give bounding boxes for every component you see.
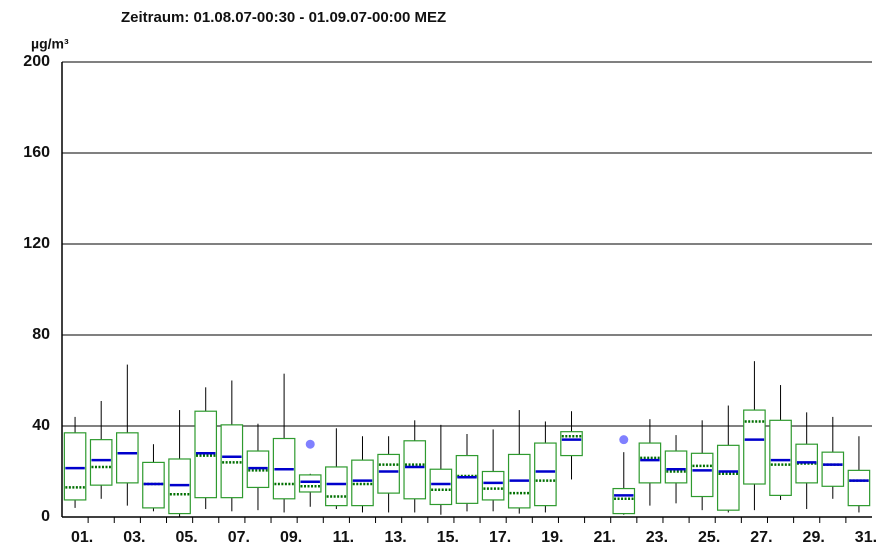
x-tick-label: 01.	[71, 529, 93, 546]
box	[298, 474, 322, 493]
x-tick-label: 29.	[803, 529, 825, 546]
y-tick-label: 200	[23, 53, 50, 70]
x-tick-label: 03.	[123, 529, 145, 546]
x-tick-label: 23.	[646, 529, 668, 546]
box	[690, 452, 714, 498]
box	[664, 450, 688, 484]
box	[89, 439, 113, 486]
box	[638, 442, 662, 484]
box	[534, 442, 557, 507]
x-tick-label: 13.	[384, 529, 406, 546]
outlier	[619, 435, 629, 445]
y-axis-unit: µg/m³	[31, 36, 69, 52]
box	[377, 453, 400, 494]
x-tick-label: 31.	[855, 529, 877, 546]
box	[847, 469, 871, 507]
outlier	[305, 439, 315, 449]
x-tick-label: 27.	[750, 529, 772, 546]
box	[403, 440, 427, 500]
x-tick-label: 07.	[228, 529, 250, 546]
x-tick-label: 09.	[280, 529, 302, 546]
x-tick-label: 17.	[489, 529, 511, 546]
box	[455, 454, 479, 504]
x-tick-label: 15.	[437, 529, 459, 546]
y-tick-label: 40	[32, 417, 50, 434]
box	[220, 424, 244, 499]
y-tick-label: 120	[23, 235, 50, 252]
box	[429, 468, 453, 506]
x-tick-label: 11.	[333, 529, 354, 546]
box	[821, 451, 845, 487]
box	[612, 487, 636, 515]
box	[63, 432, 87, 501]
box	[325, 466, 348, 507]
y-tick-label: 160	[23, 144, 50, 161]
y-tick-label: 80	[32, 326, 50, 343]
chart-title: Zeitraum: 01.08.07-00:30 - 01.09.07-00:0…	[121, 9, 446, 26]
box	[116, 432, 139, 484]
box	[351, 459, 374, 507]
y-tick-label: 0	[41, 508, 50, 525]
box	[716, 444, 740, 511]
box	[560, 431, 583, 457]
box	[743, 409, 766, 485]
box	[481, 470, 505, 501]
x-tick-label: 05.	[175, 529, 197, 546]
x-tick-label: 25.	[698, 529, 720, 546]
box	[769, 419, 792, 496]
x-tick-label: 19.	[541, 529, 563, 546]
x-tick-label: 21.	[594, 529, 616, 546]
